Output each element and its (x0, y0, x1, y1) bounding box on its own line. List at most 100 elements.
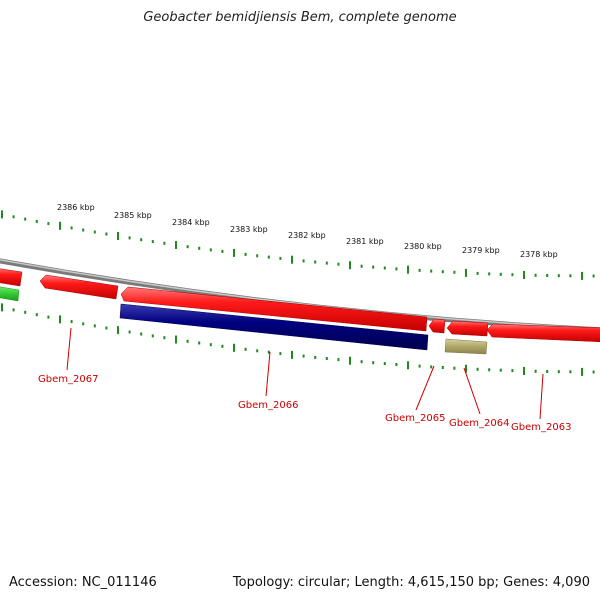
gene-label-gbem-2063[interactable]: Gbem_2063 (511, 422, 571, 433)
minor-tick (35, 313, 38, 317)
minor-tick (12, 308, 15, 312)
minor-tick (546, 370, 549, 373)
major-tick (291, 350, 293, 359)
minor-tick (47, 315, 50, 319)
gene-label-gbem-2065[interactable]: Gbem_2065 (385, 413, 445, 424)
major-tick (117, 232, 119, 240)
minor-tick (395, 363, 398, 366)
major-tick (349, 261, 351, 270)
major-tick (523, 271, 525, 279)
major-tick (1, 210, 3, 219)
minor-tick (325, 261, 328, 265)
minor-tick (186, 339, 189, 343)
scale-label: 2384 kbp (172, 218, 210, 227)
rna-gene-partial[interactable] (0, 286, 20, 302)
major-tick (233, 248, 235, 257)
minor-tick (499, 272, 502, 276)
minor-tick (221, 344, 224, 348)
minor-tick (209, 343, 212, 347)
gene-arrow-small[interactable] (428, 318, 446, 334)
minor-tick (12, 215, 15, 219)
gene-arrow-gbem-2064[interactable] (446, 320, 489, 337)
genome-backbone-highlight (0, 259, 600, 330)
minor-tick (534, 369, 537, 373)
minor-tick (325, 357, 328, 360)
minor-tick (256, 349, 259, 353)
gene-arrow-gbem-2067[interactable] (39, 274, 119, 300)
minor-tick (337, 358, 340, 362)
minor-tick (151, 334, 154, 338)
major-tick (175, 241, 177, 249)
major-tick (175, 335, 177, 344)
major-tick (465, 268, 467, 277)
scale-label: 2381 kbp (346, 237, 384, 246)
gene-bar-gbem-2064-rna[interactable] (444, 338, 488, 355)
scale-label: 2378 kbp (520, 250, 558, 259)
gene-arrow-left-partial[interactable] (0, 268, 23, 287)
minor-tick (488, 368, 491, 372)
major-tick (1, 303, 3, 312)
minor-tick (557, 370, 560, 374)
minor-tick (198, 341, 201, 345)
minor-tick (70, 320, 73, 324)
minor-tick (476, 271, 479, 275)
minor-tick (70, 226, 73, 230)
gene-label-gbem-2067[interactable]: Gbem_2067 (38, 374, 98, 385)
minor-tick (163, 241, 166, 245)
minor-tick (546, 274, 549, 277)
minor-tick (47, 222, 50, 226)
minor-tick (35, 219, 38, 223)
gene-arrow-gbem-2065-forward[interactable] (120, 286, 428, 332)
minor-tick (198, 246, 201, 250)
minor-tick (372, 265, 375, 269)
minor-tick (267, 350, 270, 354)
scale-labels: 2386 kbp 2385 kbp 2384 kbp 2383 kbp 2382… (57, 203, 558, 259)
minor-tick (314, 355, 317, 359)
major-tick (291, 255, 293, 264)
scale-label: 2380 kbp (404, 242, 442, 251)
minor-tick (430, 269, 433, 273)
minor-tick (534, 273, 537, 277)
gene-bar-gbem-2066[interactable] (119, 303, 429, 351)
minor-tick (209, 248, 212, 252)
gene-arrow-gbem-2063[interactable] (486, 323, 600, 343)
minor-tick (128, 330, 131, 334)
major-tick (407, 361, 409, 370)
minor-tick (488, 272, 491, 276)
accession-label: Accession: NC_011146 (9, 575, 157, 590)
gene-label-gbem-2064[interactable]: Gbem_2064 (449, 418, 509, 429)
minor-tick (418, 268, 421, 272)
minor-tick (302, 259, 305, 263)
major-tick (581, 367, 583, 376)
minor-tick (453, 270, 456, 274)
minor-tick (82, 228, 85, 232)
minor-tick (221, 249, 224, 253)
minor-tick (24, 217, 27, 221)
major-tick (233, 343, 235, 352)
minor-tick (279, 256, 282, 260)
minor-tick (140, 238, 143, 242)
gene-label-gbem-2066[interactable]: Gbem_2066 (238, 400, 298, 411)
minor-tick (256, 254, 259, 258)
major-tick (465, 364, 467, 373)
minor-tick (151, 240, 154, 244)
minor-tick (128, 236, 131, 240)
minor-tick (453, 366, 456, 370)
major-tick (523, 367, 525, 375)
genome-title: Geobacter bemidjiensis Bem, complete gen… (143, 10, 457, 25)
scale-label: 2383 kbp (230, 225, 268, 234)
minor-tick (557, 274, 560, 278)
genome-summary: Topology: circular; Length: 4,615,150 bp… (232, 575, 590, 590)
minor-tick (383, 266, 386, 270)
inner-scale-ticks (1, 303, 595, 376)
scale-label: 2386 kbp (57, 203, 95, 212)
minor-tick (360, 360, 363, 364)
minor-tick (186, 245, 189, 249)
minor-tick (244, 252, 247, 256)
minor-tick (499, 368, 502, 372)
minor-tick (511, 273, 514, 277)
minor-tick (279, 352, 282, 356)
minor-tick (360, 264, 363, 268)
minor-tick (476, 367, 479, 371)
